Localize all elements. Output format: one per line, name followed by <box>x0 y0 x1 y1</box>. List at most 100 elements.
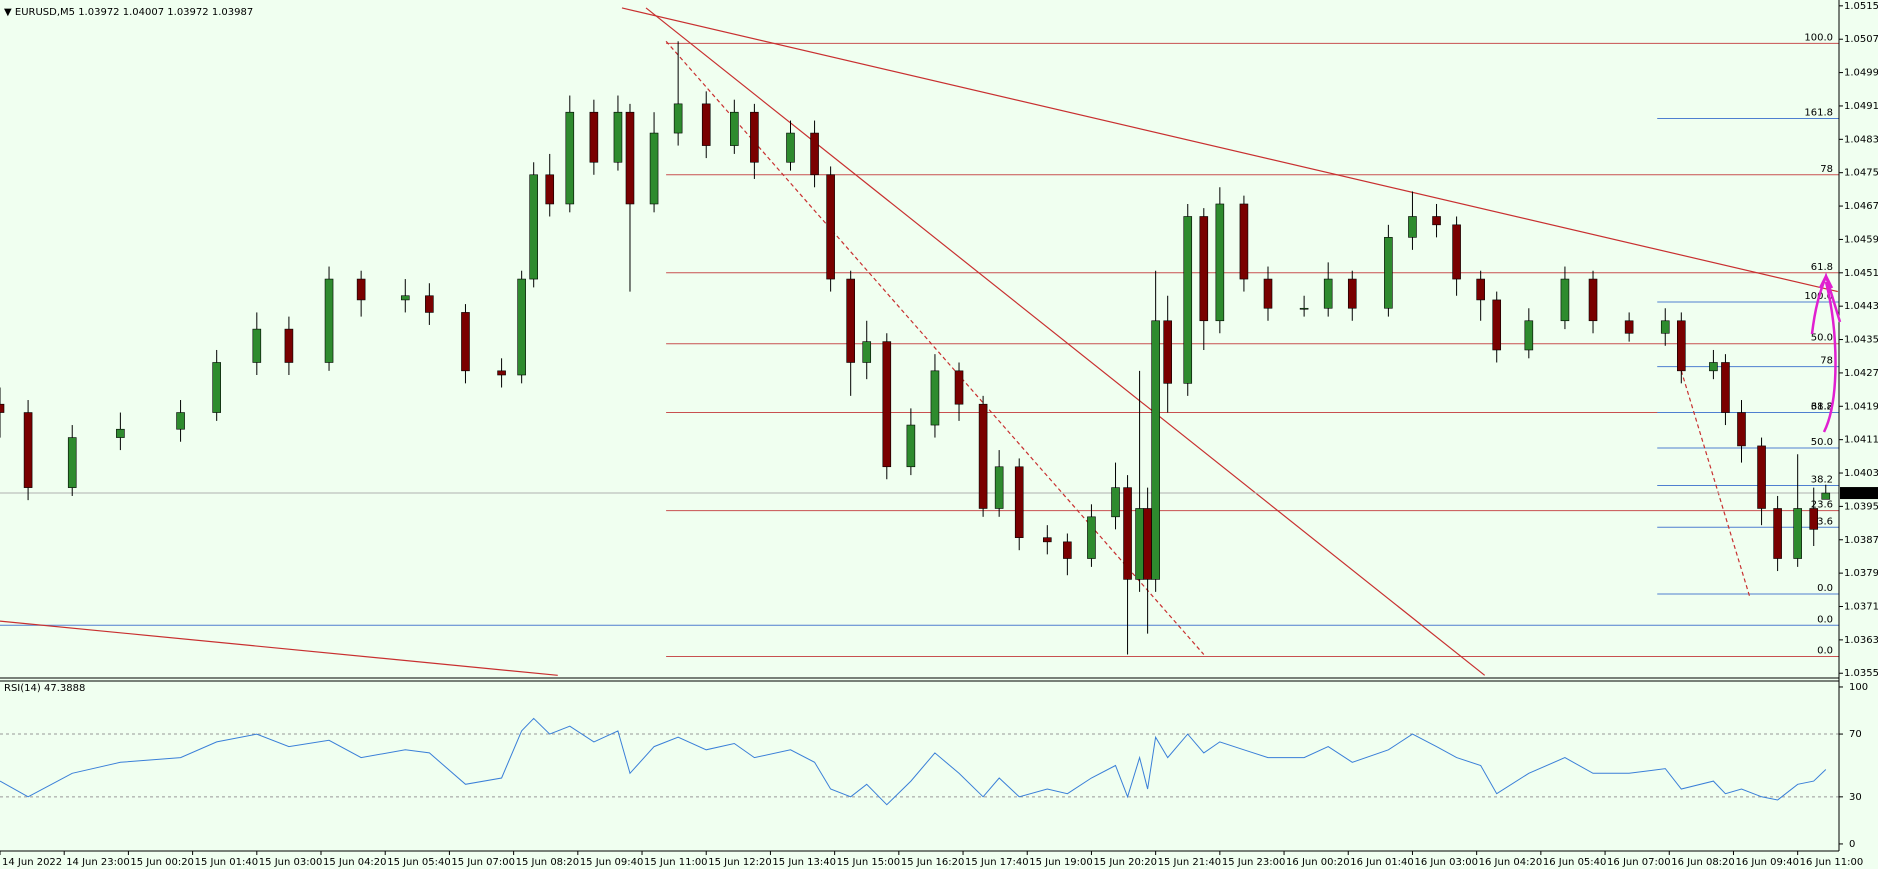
y-tick-label: 1.03875 <box>1844 535 1878 546</box>
candle-body <box>252 328 262 363</box>
y-tick-label: 1.03715 <box>1844 602 1878 613</box>
trend-line <box>1680 370 1751 597</box>
y-tick-label: 1.04435 <box>1844 301 1878 312</box>
candle-body <box>730 111 739 146</box>
candle-body <box>1087 516 1096 559</box>
y-tick-label: 1.03955 <box>1844 501 1878 512</box>
candle-body <box>1476 278 1485 301</box>
candle-body <box>1560 278 1570 322</box>
x-tick-label: 15 Jun 16:20 <box>901 857 965 868</box>
rsi-tick-label: 30 <box>1849 792 1862 803</box>
y-tick-label: 1.04755 <box>1844 168 1878 179</box>
candle-body <box>826 174 835 280</box>
y-tick-label: 1.04515 <box>1844 268 1878 279</box>
trend-line <box>621 7 1838 293</box>
x-tick-label: 16 Jun 07:00 <box>1607 857 1671 868</box>
y-tick-label: 1.03635 <box>1844 635 1878 646</box>
price-tag-label: 1.03987 <box>1842 488 1878 499</box>
trend-line <box>0 620 558 676</box>
y-tick-label: 1.04195 <box>1844 401 1878 412</box>
candle-body <box>978 403 988 509</box>
candle-body <box>324 278 334 363</box>
x-tick-label: 15 Jun 21:40 <box>1158 857 1222 868</box>
candle-body <box>545 174 555 205</box>
candle-body <box>1163 320 1172 384</box>
plot-layer: 100.07861.850.038.223.60.0161.8100.07861… <box>0 7 1839 806</box>
candle-body <box>1151 320 1160 580</box>
candle-body <box>176 412 185 430</box>
collapse-icon: ▼ <box>4 7 15 18</box>
y-tick-label: 1.04035 <box>1844 468 1878 479</box>
fibo-label: 38.2 <box>1811 402 1833 413</box>
x-tick-label: 16 Jun 04:20 <box>1479 857 1543 868</box>
candle-body <box>1323 278 1333 309</box>
candle-body <box>212 362 221 413</box>
y-tick-label: 1.03555 <box>1844 668 1878 679</box>
candle-body <box>356 278 366 301</box>
candle-body <box>284 328 294 363</box>
y-tick-label: 1.05075 <box>1844 34 1878 45</box>
x-tick-label: 16 Jun 03:00 <box>1414 857 1478 868</box>
candle-body <box>1111 487 1120 518</box>
candle-body <box>954 370 964 405</box>
fibo-label: 23.6 <box>1811 516 1833 527</box>
candle-body <box>786 132 795 163</box>
candle-body <box>23 412 33 488</box>
candle-body <box>649 132 659 205</box>
candle-body <box>497 370 506 376</box>
candle-body <box>930 370 940 426</box>
fibo-label: 50.0 <box>1811 437 1833 448</box>
candle-body <box>1299 307 1309 310</box>
candle-body <box>529 174 538 280</box>
candle-body <box>1043 537 1052 543</box>
candle-body <box>673 103 683 134</box>
candle-body <box>1709 362 1718 372</box>
candle-body <box>846 278 855 363</box>
rsi-label: RSI(14) <box>4 683 41 694</box>
x-tick-label: 15 Jun 05:40 <box>387 857 451 868</box>
candle-body <box>565 111 575 205</box>
fibo-label: 50.0 <box>1811 333 1833 344</box>
x-tick-label: 15 Jun 11:00 <box>644 857 708 868</box>
candle-body <box>1143 508 1152 580</box>
ohlc-high: 1.04007 <box>123 7 164 18</box>
rsi-line <box>0 717 1827 806</box>
drawing-arrow <box>1810 271 1842 433</box>
candle-body <box>994 466 1004 509</box>
candle-body <box>1524 320 1534 351</box>
fibo-label: 0.0 <box>1817 614 1833 625</box>
y-tick-label: 1.05155 <box>1844 1 1878 12</box>
candle-body <box>0 403 5 413</box>
candle-body <box>1215 203 1225 322</box>
rsi-tick-label: 100 <box>1849 682 1868 693</box>
candle-body <box>625 111 635 205</box>
candle-body <box>1239 203 1249 280</box>
candle-body <box>1821 492 1831 500</box>
candle-body <box>1492 299 1502 351</box>
x-tick-label: 14 Jun 2022 <box>2 857 62 868</box>
candle-body <box>613 111 623 163</box>
y-tick-label: 1.03795 <box>1844 568 1878 579</box>
rsi-tick-label: 0 <box>1849 839 1855 850</box>
x-tick-label: 15 Jun 09:40 <box>580 857 644 868</box>
x-tick-label: 15 Jun 23:00 <box>1222 857 1286 868</box>
y-tick-label: 1.04995 <box>1844 68 1878 79</box>
candle-body <box>862 341 872 363</box>
x-tick-label: 15 Jun 20:20 <box>1093 857 1157 868</box>
candle-body <box>1721 362 1730 413</box>
candle-body <box>517 278 526 376</box>
candle-body <box>116 428 125 438</box>
candle-body <box>1347 278 1357 309</box>
candle-body <box>1452 224 1461 280</box>
candle-body <box>67 437 77 488</box>
x-tick-label: 15 Jun 17:40 <box>965 857 1029 868</box>
candle-body <box>1737 412 1746 447</box>
ohlc-open: 1.03972 <box>78 7 119 18</box>
fibo-label: 100.0 <box>1804 32 1833 43</box>
rsi-value: 47.3888 <box>44 683 85 694</box>
rsi-tick-label: 70 <box>1849 729 1862 740</box>
candle-body <box>1063 541 1072 559</box>
